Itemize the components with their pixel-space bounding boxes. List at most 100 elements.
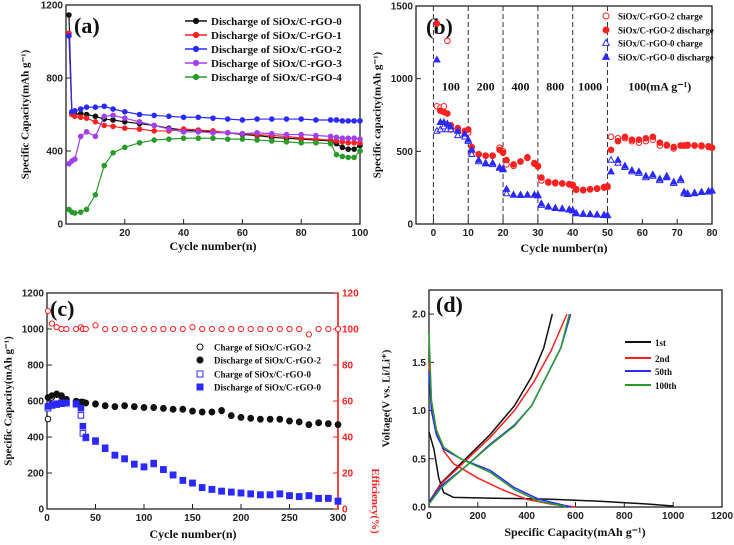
- charge-curve: [428, 313, 571, 505]
- efficiency-series: [44, 307, 342, 338]
- data-point: [534, 162, 542, 170]
- y2-tick-label: 40: [342, 433, 354, 444]
- charge-curve: [428, 313, 554, 503]
- data-point: [77, 133, 84, 140]
- data-point: [503, 156, 510, 164]
- data-point: [111, 451, 119, 459]
- data-point: [77, 114, 84, 121]
- y2-tick-label: 100: [342, 325, 359, 336]
- data-point: [239, 117, 246, 123]
- legend-label: SiOx/C-rGO-2 discharge: [618, 26, 714, 36]
- legend-marker: [601, 52, 611, 60]
- legend-marker: [196, 383, 204, 391]
- legend-marker: [192, 45, 200, 53]
- data-point: [77, 404, 85, 412]
- x-tick-label: 20: [119, 228, 131, 239]
- data-point: [269, 116, 275, 122]
- data-point: [607, 167, 615, 175]
- data-point: [72, 156, 78, 163]
- data-point: [254, 116, 260, 122]
- data-point: [72, 210, 78, 216]
- efficiency-point: [121, 325, 128, 333]
- data-point: [558, 204, 567, 212]
- data-point: [697, 187, 706, 195]
- data-point: [180, 129, 187, 135]
- data-point: [315, 494, 322, 502]
- data-point: [339, 135, 346, 142]
- legend-label: 50th: [655, 367, 672, 377]
- data-point: [160, 404, 167, 412]
- data-point: [579, 209, 588, 217]
- x-tick-label: 800: [616, 511, 633, 522]
- data-point: [83, 129, 90, 135]
- data-point: [295, 493, 303, 500]
- x-tick-label: 1200: [711, 511, 734, 522]
- data-point: [604, 182, 611, 190]
- data-point: [634, 167, 643, 175]
- series-line: [68, 114, 361, 165]
- rate-label: 800: [546, 79, 564, 93]
- data-point: [44, 415, 52, 423]
- x-tick-label: 200: [469, 511, 486, 522]
- legend-label: SiOx/C-rGO-0 charge: [618, 39, 703, 49]
- legend-label: SiOx/C-rGO-2 charge: [618, 12, 703, 22]
- y-tick-label: 1.5: [412, 358, 426, 369]
- data-point: [670, 143, 677, 151]
- y-tick-label: 400: [46, 147, 63, 158]
- data-point: [488, 158, 497, 166]
- data-point: [569, 181, 577, 189]
- data-point: [101, 444, 109, 452]
- data-point: [195, 114, 202, 121]
- rate-label: 100(mA g⁻¹): [628, 79, 691, 93]
- data-point: [276, 490, 284, 497]
- x-tick-label: 60: [637, 228, 649, 239]
- data-point: [237, 489, 245, 497]
- x-tick-label: 0: [44, 513, 50, 524]
- x-tick-label: 0: [431, 228, 437, 239]
- data-point: [72, 108, 78, 114]
- efficiency-point: [276, 325, 283, 333]
- y-tick-label: 400: [27, 433, 44, 444]
- x-tick-label: 50: [602, 228, 614, 239]
- x-tick-label: 80: [296, 228, 308, 239]
- data-point: [298, 139, 305, 146]
- data-point: [327, 133, 334, 140]
- data-point: [499, 164, 507, 172]
- data-point: [537, 199, 546, 207]
- data-point: [683, 189, 692, 197]
- series-line: [68, 137, 361, 214]
- data-point: [313, 132, 319, 139]
- efficiency-point: [150, 325, 157, 333]
- data-point: [92, 104, 99, 110]
- data-point: [266, 491, 274, 498]
- data-point: [63, 399, 70, 407]
- x-tick-label: 100: [352, 228, 369, 239]
- data-point: [122, 108, 128, 115]
- data-point: [110, 106, 116, 112]
- data-point: [464, 135, 473, 143]
- x-axis-title: Cycle number(n): [170, 239, 257, 253]
- data-point: [218, 487, 225, 495]
- y-tick-label: 200: [27, 469, 44, 480]
- data-point: [179, 476, 187, 484]
- data-point: [460, 129, 469, 137]
- panel-label: (a): [74, 13, 100, 38]
- data-point: [208, 485, 216, 493]
- data-point: [313, 117, 319, 123]
- data-point: [257, 415, 264, 423]
- efficiency-point: [160, 325, 167, 333]
- series-discharge-of-siox-c-rgo-2: [44, 390, 342, 428]
- data-point: [266, 415, 274, 423]
- x-tick-label: 250: [281, 513, 298, 524]
- y2-tick-label: 60: [342, 397, 354, 408]
- data-point: [345, 118, 352, 124]
- data-point: [345, 135, 352, 142]
- series-discharge-of-siox-c-rgo-2: [66, 33, 363, 124]
- data-point: [122, 125, 128, 131]
- efficiency-point: [140, 325, 148, 333]
- x-tick-label: 1000: [662, 511, 685, 522]
- data-point: [545, 178, 552, 186]
- efficiency-point: [305, 331, 312, 338]
- series-line: [68, 36, 360, 122]
- data-point: [136, 111, 143, 118]
